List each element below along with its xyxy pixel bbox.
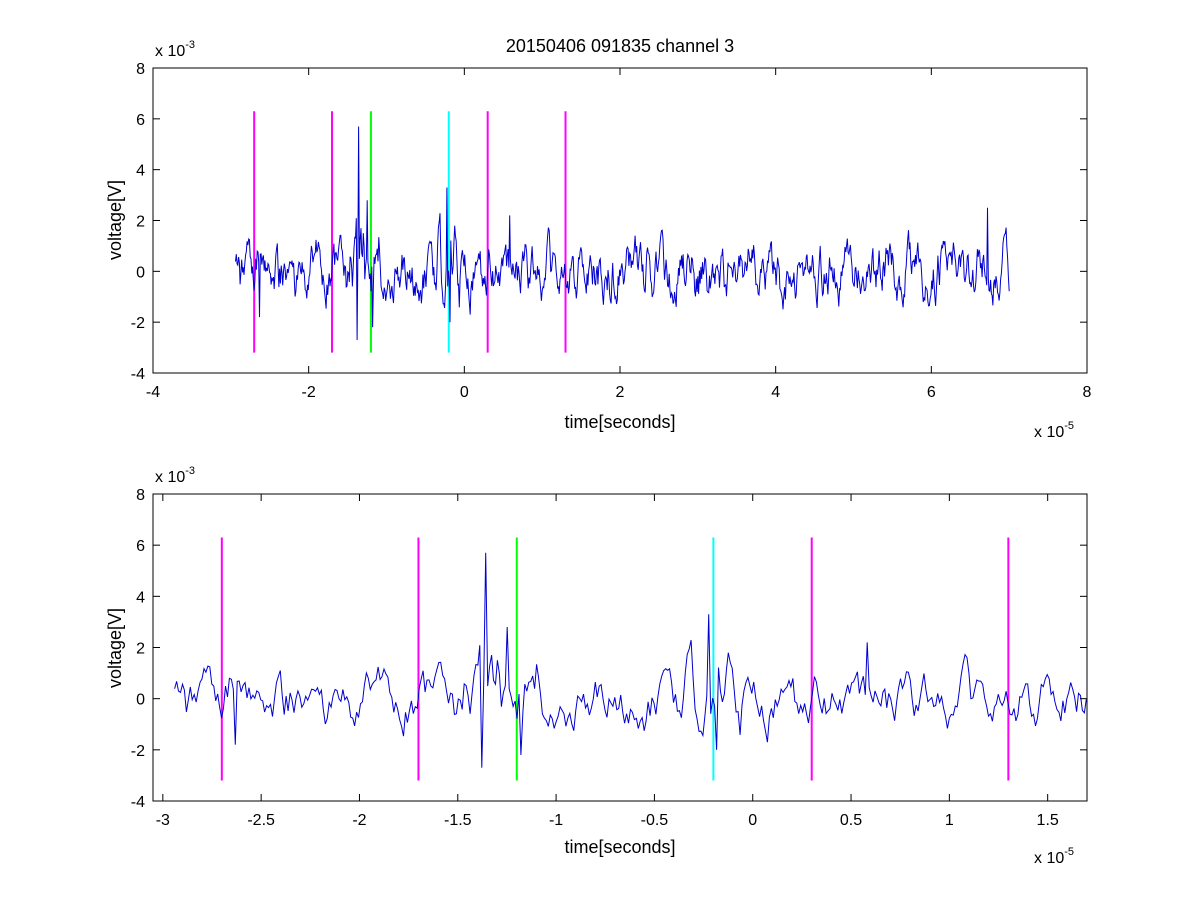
bottom-plot-x-tick-label-7: 0.5 — [840, 812, 862, 829]
bottom-plot-y-tick-label-3: 2 — [136, 641, 145, 658]
top-plot: -4 -2 0 2 4 6 8 -4 -2 0 2 4 6 8 time[seconds] voltag… — [105, 39, 1092, 441]
bottom-plot-markers — [220, 537, 1010, 781]
top-plot-y-tick-label-1: -2 — [131, 315, 145, 332]
bottom-plot-x-tick-label-9: 1.5 — [1037, 812, 1059, 829]
bottom-plot-y-tick-label-6: 8 — [136, 487, 145, 504]
bottom-plot-x-tick-label-8: 1 — [945, 812, 954, 829]
bottom-plot-y-tick-label-1: -2 — [131, 743, 145, 760]
top-plot-x-tick-label-6: 8 — [1083, 384, 1092, 401]
top-plot-axes-box — [152, 67, 1088, 374]
top-plot-x-tick-label-2: 0 — [460, 384, 469, 401]
top-plot-y-ticks: -4 -2 0 2 4 6 8 — [131, 61, 1087, 383]
top-plot-x-exponent: x 10-5 — [1034, 420, 1074, 441]
top-plot-x-ticks: -4 -2 0 2 4 6 8 — [146, 68, 1092, 401]
bottom-plot-axes-box — [152, 493, 1088, 802]
top-plot-x-tick-label-0: -4 — [146, 384, 160, 401]
top-plot-y-tick-label-6: 8 — [136, 61, 145, 78]
bottom-plot-x-tick-label-6: 0 — [748, 812, 757, 829]
top-plot-x-tick-label-4: 4 — [771, 384, 780, 401]
top-plot-y-tick-label-0: -4 — [131, 366, 145, 383]
top-plot-x-axis-label: time[seconds] — [564, 412, 675, 432]
top-plot-markers — [253, 111, 567, 353]
top-plot-signal-line — [235, 126, 1010, 341]
bottom-plot-y-tick-label-4: 4 — [136, 589, 145, 606]
top-plot-y-tick-label-5: 6 — [136, 112, 145, 129]
top-plot-y-tick-label-2: 0 — [136, 264, 145, 281]
bottom-plot-x-tick-label-2: -2 — [352, 812, 366, 829]
bottom-plot-x-tick-label-1: -2.5 — [247, 812, 275, 829]
top-plot-x-tick-label-3: 2 — [616, 384, 625, 401]
bottom-plot-y-tick-label-5: 6 — [136, 538, 145, 555]
bottom-plot-y-axis-label: voltage[V] — [105, 608, 125, 688]
figure-title: 20150406 091835 channel 3 — [506, 36, 734, 56]
bottom-plot: -3 -2.5 -2 -1.5 -1 -0.5 0 0.5 1 1.5 -4 -2 0 2 4 6 8 tim… — [105, 465, 1088, 867]
bottom-plot-x-ticks: -3 -2.5 -2 -1.5 -1 -0.5 0 0.5 1 1.5 — [156, 494, 1059, 829]
bottom-plot-signal-line — [174, 552, 1087, 768]
bottom-plot-x-tick-label-5: -0.5 — [641, 812, 669, 829]
bottom-plot-y-exponent: x 10-3 — [155, 465, 195, 486]
bottom-plot-x-tick-label-3: -1.5 — [444, 812, 472, 829]
bottom-plot-x-tick-label-0: -3 — [156, 812, 170, 829]
top-plot-y-axis-label: voltage[V] — [105, 180, 125, 260]
bottom-plot-x-tick-label-4: -1 — [549, 812, 563, 829]
top-plot-y-exponent: x 10-3 — [155, 39, 195, 60]
bottom-plot-y-tick-label-2: 0 — [136, 692, 145, 709]
top-plot-x-tick-label-1: -2 — [302, 384, 316, 401]
top-plot-y-tick-label-4: 4 — [136, 163, 145, 180]
top-plot-y-tick-label-3: 2 — [136, 214, 145, 231]
bottom-plot-y-ticks: -4 -2 0 2 4 6 8 — [131, 487, 1087, 811]
top-plot-x-tick-label-5: 6 — [927, 384, 936, 401]
bottom-plot-x-exponent: x 10-5 — [1034, 846, 1074, 867]
bottom-plot-x-axis-label: time[seconds] — [564, 837, 675, 857]
bottom-plot-y-tick-label-0: -4 — [131, 794, 145, 811]
